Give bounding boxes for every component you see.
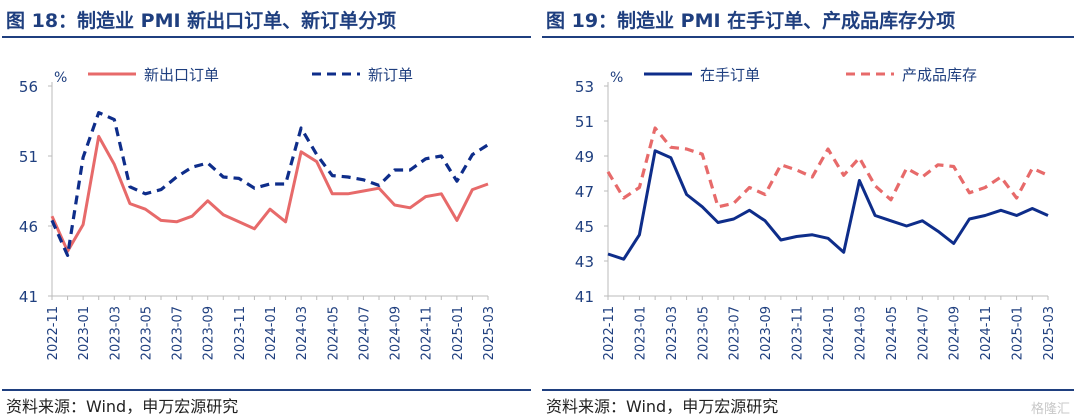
- chart-title: 图 19：制造业 PMI 在手订单、产成品库存分项: [546, 10, 956, 32]
- y-tick-label: 51: [575, 113, 594, 131]
- x-tick-label: 2023-07: [171, 306, 186, 360]
- x-tick-label: 2025-01: [451, 306, 466, 360]
- y-tick-label: 56: [19, 78, 38, 96]
- y-tick-label: 43: [575, 253, 594, 271]
- x-tick-label: 2023-05: [696, 306, 711, 360]
- x-tick-label: 2024-05: [326, 306, 341, 360]
- watermark-logo: 格隆汇: [1030, 402, 1070, 417]
- title-rule: [2, 36, 531, 38]
- legend-label: 新出口订单: [144, 66, 219, 84]
- x-tick-label: 2025-01: [1011, 306, 1026, 360]
- x-tick-label: 2023-01: [633, 306, 648, 360]
- series-line-0: [50, 134, 489, 253]
- x-tick-label: 2024-09: [948, 306, 963, 360]
- y-tick-label: 41: [19, 288, 38, 306]
- x-tick-label: 2024-05: [885, 306, 900, 360]
- y-tick-label: 53: [575, 78, 594, 96]
- y-tick-label: 41: [575, 288, 594, 306]
- x-tick-label: 2023-01: [77, 306, 92, 360]
- x-tick-label: 2024-01: [264, 306, 279, 360]
- x-tick-label: 2024-01: [822, 306, 837, 360]
- x-tick-label: 2023-11: [233, 306, 248, 360]
- y-tick-label: 46: [19, 218, 38, 236]
- x-tick-label: 2024-09: [389, 306, 404, 360]
- x-tick-label: 2025-03: [482, 306, 497, 360]
- series-line-0: [607, 149, 1049, 261]
- title-rule: [542, 36, 1074, 38]
- source-note: 资料来源：Wind，申万宏源研究: [546, 397, 779, 416]
- x-tick-label: 2023-03: [665, 306, 680, 360]
- chart-panel-left: 图 18：制造业 PMI 新出口订单、新订单分项 56 51 46 41% 2022-1…: [0, 0, 535, 420]
- source-note: 资料来源：Wind，申万宏源研究: [6, 397, 239, 416]
- x-tick-label: 2023-09: [759, 306, 774, 360]
- y-tick-label: 47: [575, 183, 594, 201]
- x-tick-label: 2024-11: [979, 306, 994, 360]
- x-tick-label: 2024-07: [916, 306, 931, 360]
- x-tick-label: 2022-11: [46, 306, 61, 360]
- x-tick-label: 2024-03: [295, 306, 310, 360]
- y-unit-label: %: [610, 70, 623, 86]
- x-tick-label: 2022-11: [602, 306, 617, 360]
- series-line-1: [606, 126, 1049, 209]
- legend-label: 新订单: [368, 66, 413, 84]
- series-line-1: [50, 110, 489, 257]
- source-rule: [2, 389, 531, 391]
- source-rule: [542, 389, 1074, 391]
- x-tick-label: 2024-03: [853, 306, 868, 360]
- x-tick-label: 2024-11: [420, 306, 435, 360]
- chart-panel-right: 图 19：制造业 PMI 在手订单、产成品库存分项 53 51 49 47 45 43 41…: [540, 0, 1080, 420]
- y-unit-label: %: [54, 70, 67, 86]
- line-chart-backlog-inventory: 53 51 49 47 45 43 41% 2022-11 2023-01 2023-03 2023…: [575, 66, 1057, 360]
- x-tick-label: 2023-07: [728, 306, 743, 360]
- x-tick-label: 2023-11: [791, 306, 806, 360]
- y-tick-label: 49: [575, 148, 594, 166]
- y-tick-label: 51: [19, 148, 38, 166]
- x-tick-label: 2023-09: [202, 306, 217, 360]
- x-tick-label: 2023-03: [108, 306, 123, 360]
- x-tick-label: 2023-05: [139, 306, 154, 360]
- x-tick-label: 2025-03: [1042, 306, 1057, 360]
- x-tick-label: 2024-07: [357, 306, 372, 360]
- y-tick-label: 45: [575, 218, 594, 236]
- legend-label: 在手订单: [700, 66, 760, 84]
- line-chart-exports-neworders: 56 51 46 41% 2022-11 2023-01 2023-03 2023-05 202…: [19, 66, 497, 360]
- legend-label: 产成品库存: [902, 66, 977, 84]
- chart-title: 图 18：制造业 PMI 新出口订单、新订单分项: [6, 10, 397, 32]
